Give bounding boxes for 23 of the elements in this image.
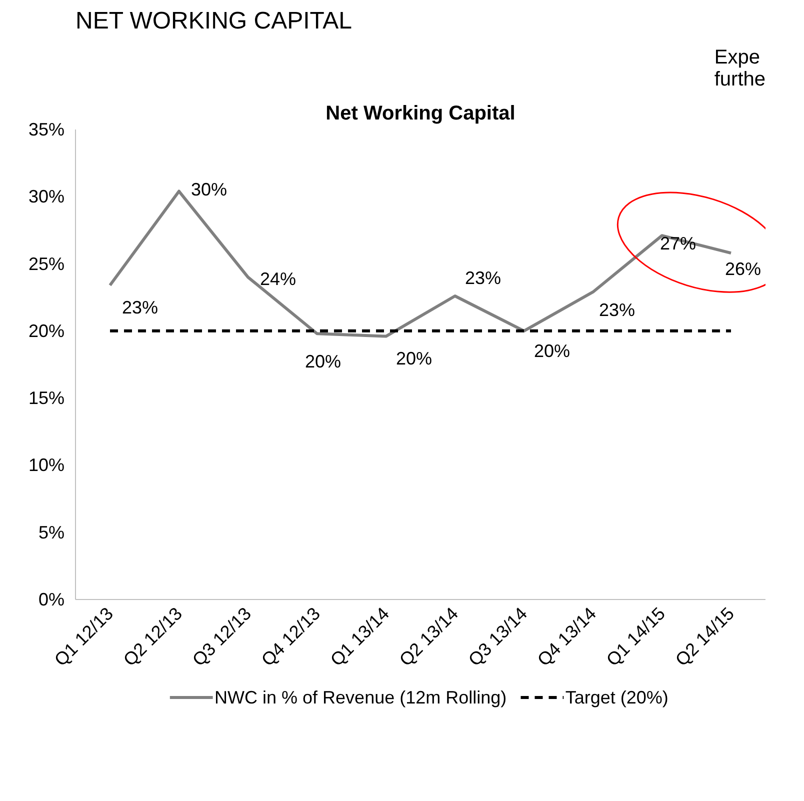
data-label: 23% <box>465 268 502 288</box>
y-tick-label: 5% <box>38 522 64 542</box>
data-label: 20% <box>534 340 570 361</box>
data-label: 23% <box>599 300 636 320</box>
text: Expe furthe <box>714 46 766 90</box>
legend-label: Target (20%) <box>565 688 668 708</box>
y-tick-label: 25% <box>28 254 65 274</box>
y-tick-label: 30% <box>28 186 65 207</box>
y-tick-label: 0% <box>38 590 64 610</box>
y-tick-label: 35% <box>28 120 65 140</box>
data-label: 30% <box>191 179 228 200</box>
text: NET WORKING CAPITAL <box>76 8 352 34</box>
data-label: 23% <box>122 297 158 318</box>
data-label: 26% <box>725 259 762 280</box>
y-tick-label: 15% <box>28 388 65 408</box>
data-label: 20% <box>305 352 342 372</box>
y-tick-label: 10% <box>28 455 65 476</box>
legend-label: NWC in % of Revenue (12m Rolling) <box>214 688 507 708</box>
data-label: 20% <box>396 348 432 368</box>
data-label: 27% <box>660 234 696 254</box>
chart-title: Net Working Capital <box>326 102 516 124</box>
y-tick-label: 20% <box>28 320 65 341</box>
data-label: 24% <box>260 269 296 290</box>
